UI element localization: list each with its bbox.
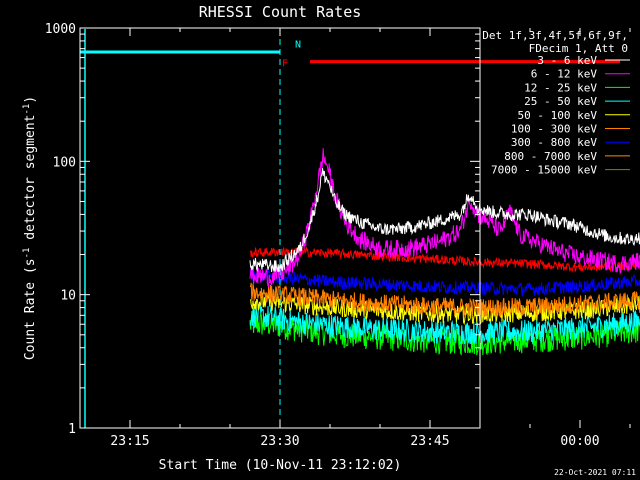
y-axis-label-end: ): [23, 96, 38, 104]
x-tick-label: 00:00: [560, 434, 599, 449]
y-axis-label-mid: detector segment: [23, 115, 38, 248]
legend-entry-label: 12 - 25 keV: [524, 81, 597, 94]
flag-layer: NFS: [80, 40, 620, 69]
y-axis-label-main: Count Rate (s: [23, 258, 38, 360]
axes-layer: 23:1523:3023:4500:0000:1500:3000:4511010…: [45, 22, 631, 449]
y-axis-label-sup1: -1: [22, 248, 32, 259]
y-axis-label: Count Rate (s-1 detector segment-1): [22, 96, 38, 360]
y-tick-label: 10: [60, 289, 76, 304]
series-red-line: [249, 246, 640, 274]
flag-label-n: N: [295, 40, 301, 51]
legend-entry-label: 100 - 300 keV: [511, 123, 597, 136]
legend-entry-label: 7000 - 15000 keV: [491, 164, 597, 177]
chart-title: RHESSI Count Rates: [199, 3, 362, 21]
series-12-25-kev-line: [249, 310, 640, 356]
legend-entry-label: 800 - 7000 keV: [504, 150, 597, 163]
series-25-50-kev-line: [249, 304, 640, 345]
x-tick-label: 23:45: [410, 434, 449, 449]
legend-header-line: FDecim 1, Att 0: [529, 42, 628, 55]
legend-entry-label: 3 - 6 keV: [537, 54, 597, 67]
legend-entry-label: 50 - 100 keV: [518, 109, 598, 122]
y-tick-label: 100: [53, 155, 76, 170]
legend: Det 1f,3f,4f,5f,6f,9f,FDecim 1, Att 03 -…: [482, 29, 630, 177]
series-100-300-kev-line: [249, 282, 640, 318]
series-300-800-kev-line: [249, 268, 640, 297]
legend-entry-label: 6 - 12 keV: [531, 68, 598, 81]
flag-label-f: F: [282, 58, 288, 69]
y-tick-label: 1: [68, 422, 76, 437]
vertical-lines-layer: [84, 29, 281, 428]
legend-header-line: Det 1f,3f,4f,5f,6f,9f,: [482, 29, 628, 42]
y-tick-label: 1000: [45, 22, 76, 37]
x-tick-label: 23:30: [260, 434, 299, 449]
x-axis-label: Start Time (10-Nov-11 23:12:02): [159, 458, 402, 473]
series-layer: [249, 148, 640, 356]
legend-entry-label: 25 - 50 keV: [524, 95, 597, 108]
series-3-6-kev-line: [249, 168, 640, 273]
series-50-100-kev-line: [249, 292, 640, 326]
x-tick-label: 23:15: [110, 434, 149, 449]
y-axis-label-sup2: -1: [22, 104, 32, 115]
legend-entry-label: 300 - 800 keV: [511, 136, 597, 149]
timestamp: 22-Oct-2021 07:11: [554, 468, 636, 477]
